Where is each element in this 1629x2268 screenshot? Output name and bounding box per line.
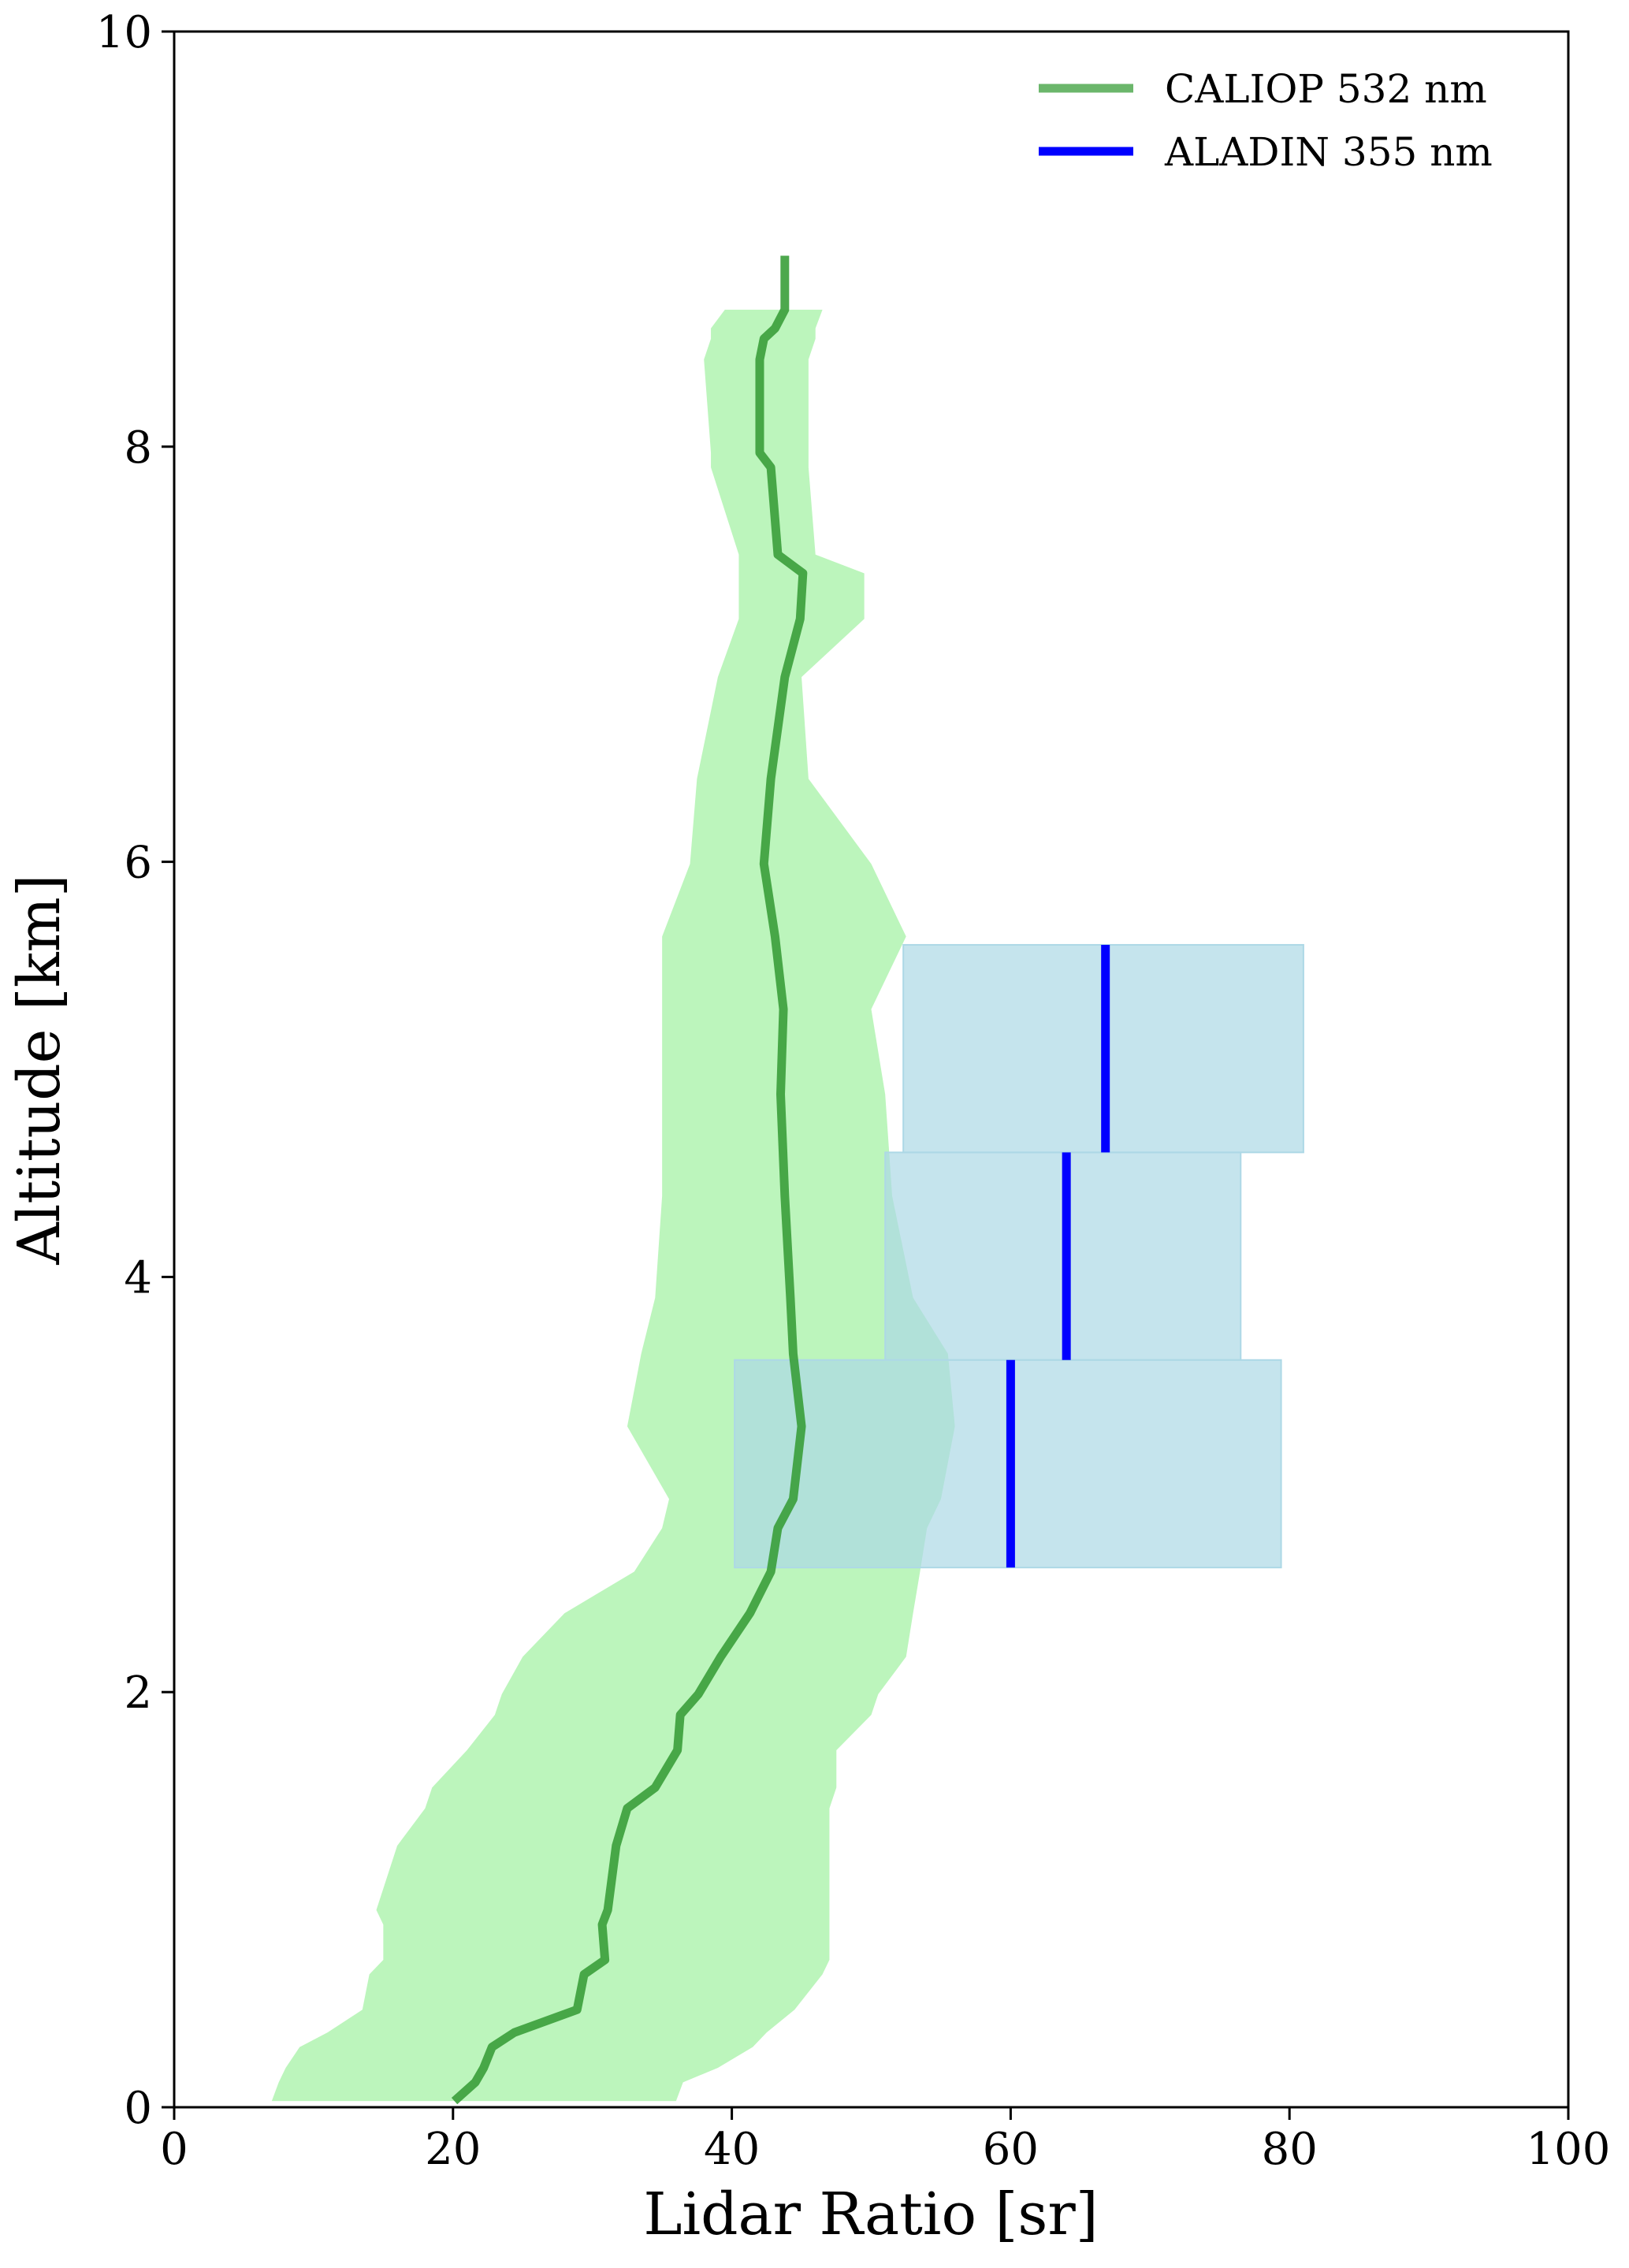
x-tick-label: 60 xyxy=(983,2124,1039,2175)
y-tick-label: 8 xyxy=(124,422,152,474)
x-tick-label: 20 xyxy=(425,2124,481,2175)
caliop-line xyxy=(451,255,808,2105)
uncertainty-band xyxy=(271,309,955,2102)
y-axis-label: Altitude [km] xyxy=(6,874,73,1265)
plot-frame xyxy=(173,30,1570,2109)
x-tick-label: 0 xyxy=(160,2124,188,2175)
legend-label: ALADIN 355 nm xyxy=(1164,129,1493,175)
y-tick-label: 10 xyxy=(96,7,152,58)
y-tick-label: 2 xyxy=(124,1668,152,1719)
y-tick-label: 0 xyxy=(124,2083,152,2134)
x-tick-label: 100 xyxy=(1527,2124,1611,2175)
y-tick-label: 4 xyxy=(124,1252,152,1303)
y-tick-label: 6 xyxy=(124,838,152,889)
x-axis-label: Lidar Ratio [sr] xyxy=(643,2181,1098,2248)
x-tick-label: 80 xyxy=(1262,2124,1318,2175)
x-tick-label: 40 xyxy=(704,2124,760,2175)
legend-label: CALIOP 532 nm xyxy=(1165,66,1487,112)
